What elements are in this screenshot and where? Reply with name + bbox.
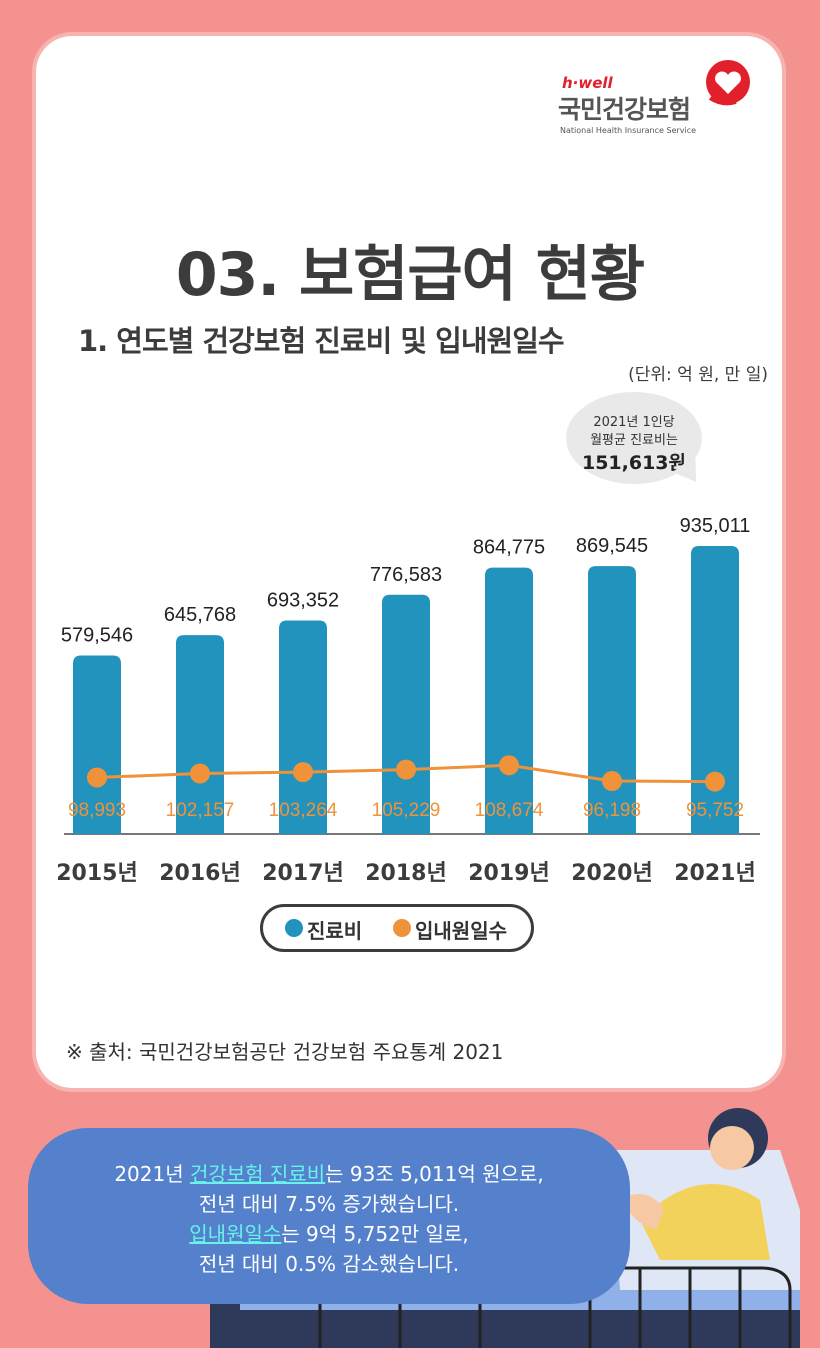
bar-value-label: 864,775 xyxy=(473,537,545,559)
bar-2018년 xyxy=(382,594,430,834)
days-point xyxy=(499,755,519,776)
callout-line2: 월평균 진료비는 xyxy=(590,433,678,448)
days-point xyxy=(190,763,210,784)
callout-bubble: 2021년 1인당 월평균 진료비는 151,613원 xyxy=(566,392,702,484)
x-tick-label: 2015년 xyxy=(56,861,137,886)
days-value-label: 98,993 xyxy=(68,800,126,821)
days-value-label: 96,198 xyxy=(583,800,641,821)
summary-line1-pre: 2021년 xyxy=(114,1162,190,1186)
source-note: ※ 출처: 국민건강보험공단 건강보험 주요통계 2021 xyxy=(66,1040,504,1064)
bar-2020년 xyxy=(588,566,636,834)
days-value-label: 105,229 xyxy=(372,800,441,821)
bar-value-label: 935,011 xyxy=(680,515,751,537)
summary-line3-post: 는 9억 5,752만 일로, xyxy=(281,1222,469,1246)
logo-english: National Health Insurance Service xyxy=(560,126,697,135)
chart-subtitle: 1. 연도별 건강보험 진료비 및 입내원일수 xyxy=(78,324,565,358)
bar-value-label: 693,352 xyxy=(267,589,339,611)
legend-days-label: 입내원일수 xyxy=(415,919,507,943)
summary-line1: 2021년 건강보험 진료비는 93조 5,011억 원으로, xyxy=(28,1158,630,1187)
days-point xyxy=(396,759,416,780)
bar-value-label: 645,768 xyxy=(164,604,236,626)
summary-highlight-cost: 건강보험 진료비 xyxy=(189,1162,326,1186)
days-point xyxy=(602,771,622,792)
chart-svg: 579,546 2015년 645,768 2016년 693,352 2017년 776,… xyxy=(56,515,760,886)
unit-label: (단위: 억 원, 만 일) xyxy=(628,365,768,385)
bar-2017년 xyxy=(279,620,327,834)
page-title: 03. 보험급여 현황 xyxy=(175,240,645,310)
x-tick-label: 2016년 xyxy=(159,861,240,886)
heart-icon xyxy=(706,60,750,106)
x-tick-label: 2017년 xyxy=(262,861,343,886)
callout-line1: 2021년 1인당 xyxy=(593,415,675,430)
days-value-label: 103,264 xyxy=(269,800,338,821)
bar-2016년 xyxy=(176,635,224,834)
x-tick-label: 2020년 xyxy=(571,861,652,886)
bar-value-label: 579,546 xyxy=(61,624,133,646)
content-card xyxy=(36,36,782,1088)
bar-2015년 xyxy=(73,655,121,834)
days-value-label: 95,752 xyxy=(686,800,744,821)
days-point xyxy=(87,767,107,788)
x-tick-label: 2018년 xyxy=(365,861,446,886)
logo-brand: h·well xyxy=(562,74,613,92)
nhis-logo: h·well 국민건강보험 National Health Insurance … xyxy=(556,60,756,144)
days-point xyxy=(705,771,725,792)
summary-line4: 전년 대비 0.5% 감소했습니다. xyxy=(198,1252,460,1276)
legend-cost-label: 진료비 xyxy=(307,919,363,943)
bar-value-label: 776,583 xyxy=(370,564,442,586)
x-tick-label: 2019년 xyxy=(468,861,549,886)
days-value-label: 108,674 xyxy=(475,800,544,821)
callout-value: 151,613원 xyxy=(581,452,687,474)
legend-cost-swatch xyxy=(285,919,303,937)
bar-value-label: 869,545 xyxy=(576,535,648,557)
legend-days-swatch xyxy=(393,919,411,937)
bar-2021년 xyxy=(691,546,739,834)
summary-line3: 입내원일수는 9억 5,752만 일로, xyxy=(28,1218,630,1247)
days-value-label: 102,157 xyxy=(166,800,235,821)
summary-message: 2021년 건강보험 진료비는 93조 5,011억 원으로, 전년 대비 7.… xyxy=(28,1128,630,1304)
summary-line1-post: 는 93조 5,011억 원으로, xyxy=(325,1162,544,1186)
days-point xyxy=(293,762,313,783)
chart-legend: 진료비 입내원일수 xyxy=(260,904,534,952)
bar-2019년 xyxy=(485,567,533,834)
x-tick-label: 2021년 xyxy=(674,861,755,886)
summary-highlight-days: 입내원일수 xyxy=(189,1222,282,1246)
summary-line2: 전년 대비 7.5% 증가했습니다. xyxy=(198,1192,460,1216)
logo-name: 국민건강보험 xyxy=(558,95,691,124)
